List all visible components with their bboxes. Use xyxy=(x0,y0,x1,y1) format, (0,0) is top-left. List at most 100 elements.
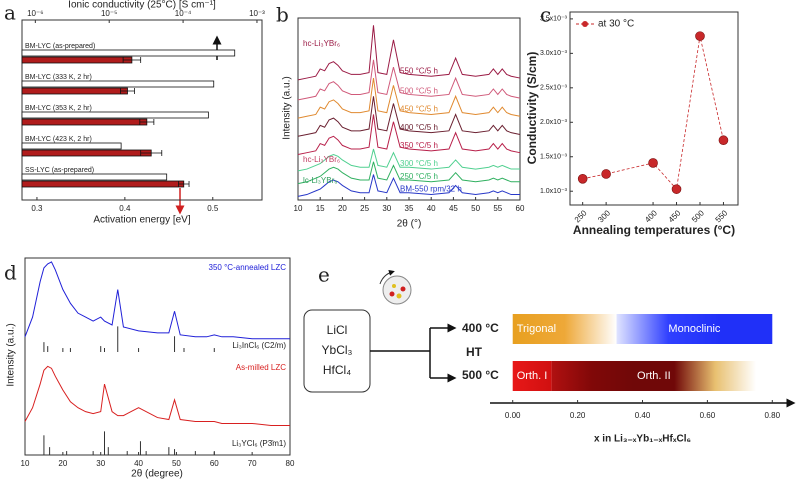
series-label: 350 °C-annealed LZC xyxy=(209,263,287,272)
precursor: LiCl xyxy=(327,323,348,337)
error-bar xyxy=(120,88,135,94)
series-line xyxy=(297,161,520,185)
x-tick-label: 10⁻⁴ xyxy=(175,9,192,18)
bar xyxy=(21,142,122,150)
x-tick-label: 0.00 xyxy=(505,411,521,420)
panel-letter: c xyxy=(540,3,551,27)
marker xyxy=(648,158,658,168)
y-axis-label: Intensity (a.u.) xyxy=(282,76,293,139)
series-label: 550 °C/5 h xyxy=(400,66,438,75)
condition-label: HT xyxy=(466,345,483,359)
x-tick-label: 70 xyxy=(248,459,257,468)
x-tick-label: 10⁻⁵ xyxy=(101,9,117,18)
y-tick-label: 2.5x10⁻³ xyxy=(540,85,568,92)
series-line xyxy=(297,148,520,172)
x-tick-label: 300 xyxy=(596,208,612,224)
series-line xyxy=(24,261,290,340)
x-tick-label: 30 xyxy=(382,204,391,213)
x-tick-label: 60 xyxy=(516,204,525,213)
x-tick-label: 500 xyxy=(690,208,706,224)
x-tick-label: 0.4 xyxy=(119,204,131,213)
x-tick-label: 10 xyxy=(21,459,30,468)
x-tick-label: 25 xyxy=(360,204,369,213)
x-tick-label: 20 xyxy=(338,204,347,213)
phase-name: Orth. II xyxy=(637,370,671,382)
x-tick-label: 450 xyxy=(667,208,683,224)
legend-marker xyxy=(582,21,588,27)
bar xyxy=(21,87,128,95)
bar xyxy=(21,173,168,181)
marker xyxy=(601,169,611,179)
panel-letter: a xyxy=(4,1,16,25)
y-tick-label: 3.5x10⁻³ xyxy=(540,16,568,23)
phase-bar xyxy=(512,361,552,391)
y-tick-label: 1.0x10⁻³ xyxy=(540,188,568,195)
y-axis-label: Intensity (a.u.) xyxy=(6,323,17,386)
category-label: BM-LYC (423 K, 2 hr) xyxy=(25,136,92,143)
x-tick-label: 50 xyxy=(172,459,181,468)
x-axis-label: 2θ (°) xyxy=(397,219,422,230)
x-tick-label: 0.20 xyxy=(570,411,586,420)
panel-letter: d xyxy=(4,261,17,285)
error-bar xyxy=(122,57,142,63)
milling-jar-icon xyxy=(379,270,412,305)
y-tick-label: 3.0x10⁻³ xyxy=(540,50,568,57)
category-label: SS-LYC (as-prepared) xyxy=(25,167,94,174)
x-tick-label: 0.5 xyxy=(207,204,219,213)
plot-frame xyxy=(24,257,291,456)
bar xyxy=(21,149,152,157)
category-label: BM-LYC (as-prepared) xyxy=(25,43,95,50)
x-tick-label: 80 xyxy=(286,459,295,468)
plot-frame xyxy=(21,19,263,201)
x-tick-label: 400 xyxy=(643,208,659,224)
x-tick-label: 10 xyxy=(294,204,303,213)
row-label: 500 °C xyxy=(462,368,499,382)
x-axis-label: Annealing temperatures (°C) xyxy=(573,223,735,237)
bar xyxy=(21,180,185,188)
precursor: HfCl₄ xyxy=(323,363,351,377)
series-line xyxy=(297,96,521,137)
marker xyxy=(671,184,682,194)
error-bar xyxy=(140,150,163,156)
series-label: 450 °C/5 h xyxy=(400,105,438,114)
series-line xyxy=(297,25,521,81)
series-line xyxy=(297,174,520,197)
row-label: 400 °C xyxy=(462,321,499,335)
x-tick-label: 60 xyxy=(210,459,219,468)
panel-letter: e xyxy=(318,263,330,287)
x-tick-label: 40 xyxy=(134,459,143,468)
precursor: YbCl₃ xyxy=(322,343,353,357)
x-tick-label: 0.60 xyxy=(700,411,716,420)
category-label: BM-LYC (353 K, 2 hr) xyxy=(25,105,92,112)
x-tick-label: 30 xyxy=(96,459,105,468)
annotation: hc-Li₃YBr₆ xyxy=(303,39,340,48)
marker xyxy=(695,31,705,41)
phase-bar xyxy=(616,314,773,344)
error-bar xyxy=(139,119,155,125)
bar xyxy=(21,111,209,119)
bar xyxy=(21,49,236,57)
x-tick-label: 50 xyxy=(471,204,480,213)
series-label: 250 °C/5 h xyxy=(400,172,438,181)
category-label: BM-LYC (333 K, 2 hr) xyxy=(25,74,92,81)
x-tick-label: 45 xyxy=(449,204,458,213)
bar xyxy=(21,80,215,88)
phase-name: Monoclinic xyxy=(668,323,720,335)
series-label: 400 °C/5 h xyxy=(400,123,438,132)
series-label: 500 °C/5 h xyxy=(400,86,438,95)
bar xyxy=(21,118,148,126)
x-tick-label: 550 xyxy=(714,208,730,224)
y-tick-label: 2.0x10⁻³ xyxy=(540,119,568,126)
x-tick-label: 35 xyxy=(405,204,414,213)
series-line xyxy=(297,59,521,101)
phase-bar xyxy=(551,361,757,391)
x-tick-label: 0.3 xyxy=(31,204,43,213)
annotation: lc-Li₃YBr₆ xyxy=(303,176,338,185)
series-line xyxy=(24,365,290,426)
marker xyxy=(577,174,588,184)
x-tick-label: 20 xyxy=(58,459,67,468)
flow-line xyxy=(370,328,431,378)
marker xyxy=(718,135,729,146)
phase-bar xyxy=(512,314,617,344)
